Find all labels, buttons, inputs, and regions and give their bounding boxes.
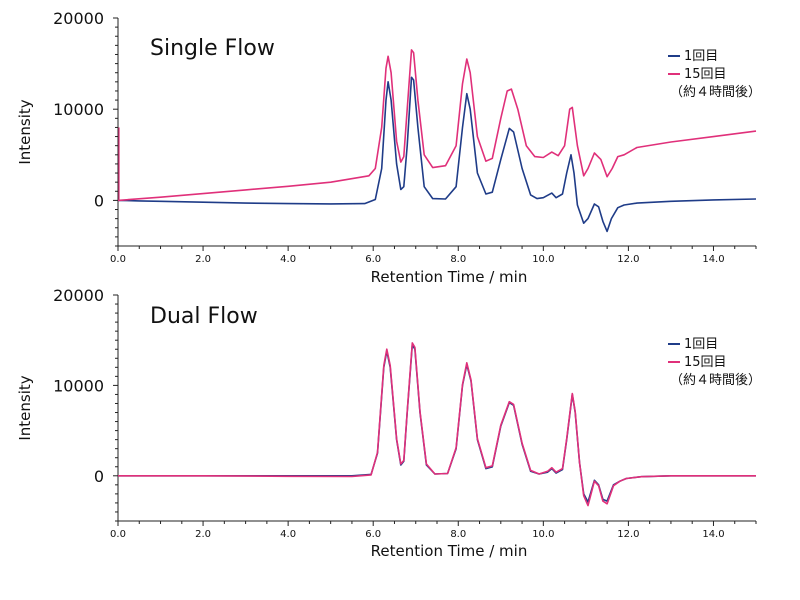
x-tick-label: 14.0	[702, 529, 724, 540]
x-tick-label: 4.0	[280, 254, 296, 265]
y-tick-label: 0	[94, 191, 104, 210]
x-tick-label: 10.0	[532, 254, 554, 265]
x-tick-label: 10.0	[532, 529, 554, 540]
x-tick-label: 12.0	[617, 254, 639, 265]
x-axis-label: Retention Time / min	[371, 268, 528, 286]
legend-entry: 1回目	[684, 49, 718, 64]
y-tick-label: 10000	[53, 100, 104, 119]
y-tick-label: 10000	[53, 376, 104, 395]
y-axis-label: Intensity	[16, 99, 34, 164]
x-tick-label: 4.0	[280, 529, 296, 540]
x-tick-label: 6.0	[365, 529, 381, 540]
dual-flow-panel: 0.0 2.0 4.0 6.0 8.0 10.0 12.0 14.0 0 10000 20000 Re…	[16, 286, 761, 560]
x-tick-label: 8.0	[450, 529, 466, 540]
single-flow-panel: 0.0 2.0 4.0 6.0 8.0 10.0 12.0 14.0 0 10000 20000 Re…	[16, 9, 761, 286]
x-tick-label: 2.0	[195, 254, 211, 265]
legend-entry: 1回目	[684, 337, 718, 352]
series-line-1	[117, 76, 757, 233]
x-tick-label: 6.0	[365, 254, 381, 265]
y-tick-label: 20000	[53, 9, 104, 28]
y-tick-label: 20000	[53, 286, 104, 305]
x-axis-label: Retention Time / min	[371, 542, 528, 560]
x-tick-label: 2.0	[195, 529, 211, 540]
legend-entry: 15回目	[684, 67, 727, 82]
series-line-15	[117, 49, 757, 202]
series-line-1	[118, 343, 756, 503]
y-tick-label: 0	[94, 467, 104, 486]
x-tick-label: 14.0	[702, 254, 724, 265]
legend-note: （約４時間後）	[670, 373, 761, 388]
x-tick-label: 12.0	[617, 529, 639, 540]
panel-title: Dual Flow	[150, 304, 258, 329]
panel-title: Single Flow	[150, 36, 275, 61]
y-axis-label: Intensity	[16, 375, 34, 440]
series-line-15	[118, 342, 756, 507]
x-tick-label: 8.0	[450, 254, 466, 265]
legend-note: （約４時間後）	[670, 85, 761, 100]
legend-entry: 15回目	[684, 355, 727, 370]
x-tick-label: 0.0	[110, 529, 126, 540]
x-tick-label: 0.0	[110, 254, 126, 265]
